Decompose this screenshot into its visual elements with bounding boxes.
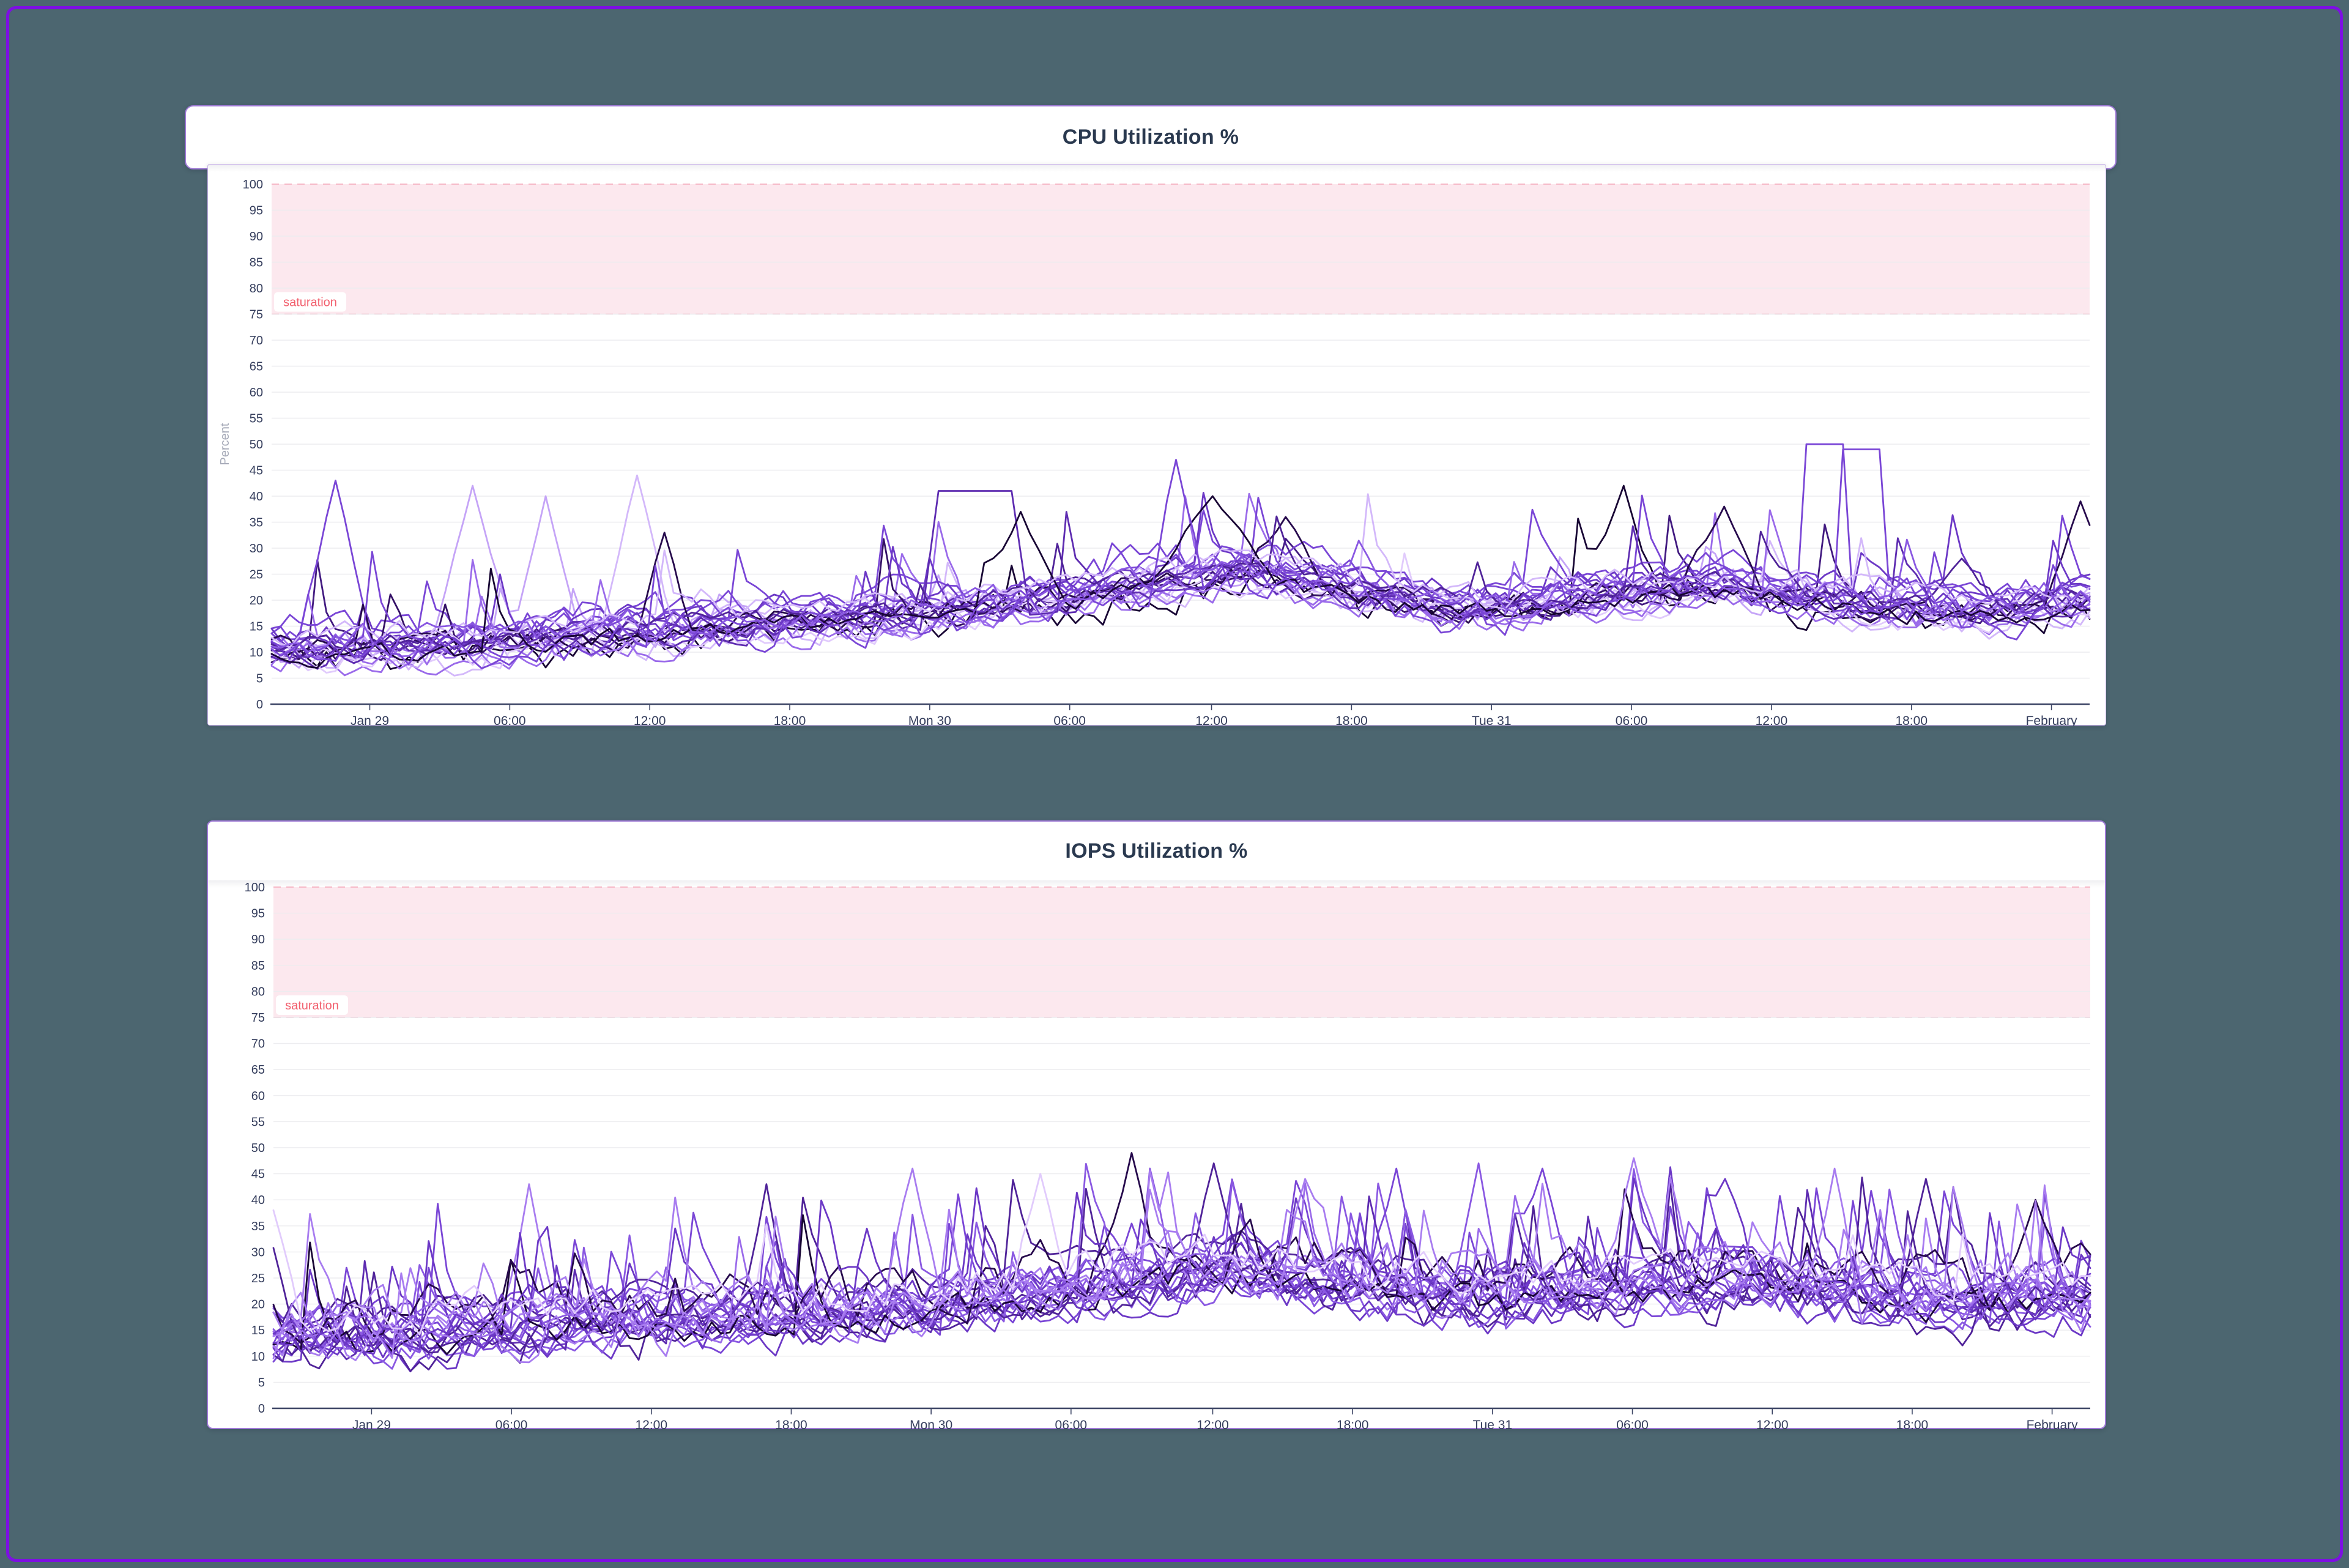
svg-text:50: 50 [251,1142,265,1155]
svg-text:70: 70 [251,1038,265,1051]
svg-text:90: 90 [250,230,263,243]
svg-text:06:00: 06:00 [1616,714,1648,726]
svg-text:25: 25 [250,568,263,582]
svg-text:100: 100 [243,178,263,191]
svg-text:55: 55 [251,1115,265,1129]
series-lines [270,443,2091,677]
saturation-band [272,184,2090,315]
svg-text:February: February [2027,1418,2079,1430]
svg-text:85: 85 [250,256,263,270]
svg-text:18:00: 18:00 [1335,714,1368,726]
cpu-panel: Jan 29 06:00 12:00 18:00 Mon 30 06:00 12:00 18:… [207,164,2106,726]
svg-text:35: 35 [250,516,263,530]
svg-text:30: 30 [251,1246,265,1259]
svg-text:95: 95 [250,204,263,218]
svg-text:Jan 29: Jan 29 [352,1418,391,1430]
svg-text:80: 80 [251,985,265,998]
svg-text:10: 10 [250,646,263,660]
svg-text:55: 55 [250,412,263,426]
svg-text:Mon 30: Mon 30 [908,714,951,726]
svg-text:20: 20 [250,594,263,608]
svg-text:12:00: 12:00 [635,1418,667,1430]
svg-text:5: 5 [258,1376,265,1389]
cpu-chart[interactable]: Jan 29 06:00 12:00 18:00 Mon 30 06:00 12:00 18:… [208,165,2107,726]
svg-text:90: 90 [251,933,265,946]
svg-text:5: 5 [256,672,263,686]
svg-text:18:00: 18:00 [1895,714,1928,726]
x-axis: Jan 29 06:00 12:00 18:00 Mon 30 06:00 12:00 18:… [272,1407,2090,1430]
svg-text:Tue 31: Tue 31 [1473,1418,1513,1430]
y-axis: 0 5 10 15 20 25 30 35 40 45 50 55 60 65 70 75 80 85 90 95 10… [245,881,265,1416]
svg-text:50: 50 [250,438,263,451]
svg-text:45: 45 [251,1168,265,1181]
svg-text:12:00: 12:00 [1756,714,1788,726]
svg-text:35: 35 [251,1220,265,1233]
series-lines [272,1152,2091,1373]
svg-text:100: 100 [245,881,265,894]
svg-text:18:00: 18:00 [1337,1418,1369,1430]
svg-text:30: 30 [250,542,263,555]
svg-text:85: 85 [251,959,265,973]
svg-text:60: 60 [250,386,263,399]
svg-text:40: 40 [251,1194,265,1207]
svg-text:10: 10 [251,1350,265,1364]
svg-text:12:00: 12:00 [1756,1418,1789,1430]
svg-text:40: 40 [250,490,263,503]
svg-text:18:00: 18:00 [775,1418,807,1430]
svg-text:65: 65 [251,1063,265,1077]
saturation-label: saturation [276,995,348,1015]
svg-text:Jan 29: Jan 29 [351,714,389,726]
y-axis-title: Percent [218,423,232,465]
svg-text:Tue 31: Tue 31 [1472,714,1512,726]
svg-text:70: 70 [250,334,263,347]
iops-panel: IOPS Utilization % Jan 29 06:00 12:00 18:00… [207,820,2107,1430]
svg-text:65: 65 [250,360,263,374]
svg-text:75: 75 [251,1011,265,1025]
svg-text:06:00: 06:00 [1616,1418,1649,1430]
svg-text:60: 60 [251,1090,265,1103]
svg-text:80: 80 [250,282,263,295]
svg-text:06:00: 06:00 [495,1418,528,1430]
svg-text:12:00: 12:00 [1195,714,1228,726]
svg-text:Mon 30: Mon 30 [910,1418,952,1430]
svg-text:06:00: 06:00 [1055,1418,1088,1430]
saturation-band [273,886,2090,1018]
svg-text:06:00: 06:00 [494,714,526,726]
iops-panel-title: IOPS Utilization % [1065,839,1248,863]
cpu-panel-header-card: CPU Utilization % [185,105,2117,169]
svg-text:saturation: saturation [285,999,339,1013]
cpu-panel-title: CPU Utilization % [1062,125,1239,149]
svg-text:18:00: 18:00 [1896,1418,1929,1430]
svg-text:18:00: 18:00 [774,714,806,726]
iops-chart[interactable]: Jan 29 06:00 12:00 18:00 Mon 30 06:00 12:00 18:… [208,822,2107,1430]
svg-text:95: 95 [251,907,265,921]
svg-text:0: 0 [256,698,263,712]
svg-text:February: February [2026,714,2078,726]
svg-text:saturation: saturation [283,296,337,310]
svg-text:20: 20 [251,1298,265,1312]
y-axis: 0 5 10 15 20 25 30 35 40 45 50 55 60 65 70 75 80 85 90 95 10… [218,178,263,712]
svg-text:75: 75 [250,308,263,322]
svg-text:06:00: 06:00 [1053,714,1086,726]
x-axis: Jan 29 06:00 12:00 18:00 Mon 30 06:00 12:00 18:… [270,703,2090,726]
svg-text:45: 45 [250,464,263,478]
svg-text:12:00: 12:00 [634,714,666,726]
svg-text:0: 0 [258,1402,265,1416]
svg-text:12:00: 12:00 [1197,1418,1229,1430]
svg-text:25: 25 [251,1272,265,1285]
saturation-label: saturation [274,292,346,312]
svg-text:15: 15 [250,620,263,634]
svg-text:15: 15 [251,1324,265,1337]
iops-panel-title-row: IOPS Utilization % [208,822,2105,880]
grid-lines [272,209,2090,679]
